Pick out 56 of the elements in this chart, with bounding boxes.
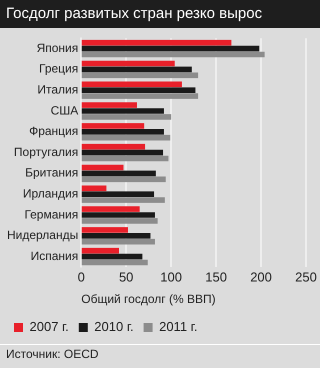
bar — [82, 186, 106, 192]
bar — [82, 170, 156, 176]
y-tick-label: Британия — [25, 166, 78, 180]
bar — [82, 87, 196, 93]
bar — [82, 206, 140, 212]
y-tick-label: Франция — [29, 124, 78, 138]
bar — [82, 248, 119, 254]
y-tick-label: Испания — [30, 248, 78, 263]
bar — [82, 82, 182, 88]
y-tick-label: Япония — [36, 40, 78, 55]
x-tick-label: 0 — [78, 269, 85, 284]
legend-label: 2010 г. — [94, 319, 134, 334]
bar — [82, 191, 154, 197]
bar — [82, 144, 146, 150]
bar — [82, 72, 198, 78]
x-tick-label: 150 — [205, 269, 227, 284]
bar — [82, 134, 170, 140]
bar — [82, 233, 150, 239]
text: Источник: OECD — [0, 344, 320, 363]
bar — [82, 46, 260, 52]
y-tick-label: Нидерланды — [6, 228, 78, 242]
bar — [82, 40, 232, 46]
bar — [82, 150, 164, 156]
x-tick-label: 100 — [160, 269, 182, 284]
legend-label: 2011 г. — [159, 319, 198, 334]
bar — [82, 156, 168, 162]
x-tick-label: 50 — [118, 269, 134, 284]
y-tick-label: США — [50, 103, 78, 118]
bar — [82, 227, 128, 233]
bar — [82, 238, 155, 244]
bar — [82, 60, 175, 66]
x-axis-title: Общий госдолг (% ВВП) — [81, 292, 216, 306]
bar — [82, 108, 164, 114]
legend-label: 2007 г. — [30, 319, 69, 334]
bar — [82, 218, 158, 224]
bar — [82, 176, 166, 182]
y-tick-label: Италия — [37, 82, 78, 97]
chart-title: Госдолг развитых стран резко вырос — [0, 0, 320, 28]
bar — [82, 52, 265, 58]
y-tick-label: Ирландия — [22, 186, 78, 201]
bar — [82, 129, 164, 135]
bar — [82, 66, 192, 72]
x-tick-label: 250 — [295, 269, 317, 284]
bar — [82, 254, 142, 260]
bar — [82, 164, 124, 170]
x-tick-label: 200 — [250, 269, 272, 284]
bar — [82, 123, 144, 129]
bar — [82, 93, 198, 99]
bar — [82, 114, 172, 120]
bar — [82, 260, 148, 266]
y-tick-label: Португалия — [14, 144, 78, 159]
y-tick-label: Германия — [24, 207, 78, 222]
y-tick-label: Греция — [38, 62, 78, 76]
bar — [82, 212, 155, 218]
bar — [82, 197, 165, 203]
bar — [82, 102, 137, 108]
